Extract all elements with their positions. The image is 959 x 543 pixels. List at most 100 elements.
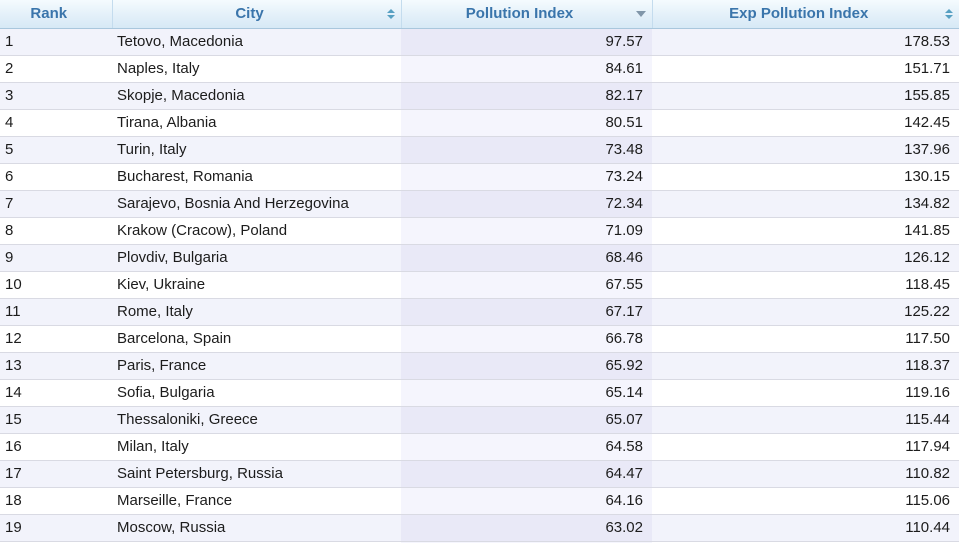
pollution-index-cell: 67.55 [401,271,652,299]
pollution-index-cell: 84.61 [401,55,652,83]
table-row: 18 Marseille, France 64.16 115.06 [0,487,959,515]
rank-cell: 9 [0,244,112,272]
table-row: 9 Plovdiv, Bulgaria 68.46 126.12 [0,244,959,272]
city-cell: Tirana, Albania [112,109,401,137]
column-header-exp-pollution-index-label: Exp Pollution Index [729,5,869,23]
rank-cell: 12 [0,325,112,353]
city-cell: Marseille, France [112,487,401,515]
exp-pollution-index-cell: 137.96 [652,136,959,164]
exp-pollution-index-cell: 125.22 [652,298,959,326]
exp-pollution-index-cell: 134.82 [652,190,959,218]
pollution-index-cell: 82.17 [401,82,652,110]
column-header-pollution-index[interactable]: Pollution Index [401,0,653,29]
column-header-city[interactable]: City [112,0,402,29]
exp-pollution-index-cell: 126.12 [652,244,959,272]
city-cell: Kiev, Ukraine [112,271,401,299]
table-header: Rank City Pollution Index Exp Pollution … [0,0,959,29]
table-row: 14 Sofia, Bulgaria 65.14 119.16 [0,379,959,407]
pollution-index-cell: 72.34 [401,190,652,218]
exp-pollution-index-cell: 178.53 [652,28,959,56]
column-header-rank-label: Rank [30,5,68,23]
exp-pollution-index-cell: 118.37 [652,352,959,380]
exp-pollution-index-cell: 151.71 [652,55,959,83]
exp-pollution-index-cell: 110.44 [652,514,959,542]
rank-cell: 5 [0,136,112,164]
table-row: 3 Skopje, Macedonia 82.17 155.85 [0,82,959,110]
pollution-index-cell: 66.78 [401,325,652,353]
rank-cell: 13 [0,352,112,380]
rank-cell: 1 [0,28,112,56]
exp-pollution-index-cell: 141.85 [652,217,959,245]
city-cell: Paris, France [112,352,401,380]
exp-pollution-index-cell: 130.15 [652,163,959,191]
table-row: 4 Tirana, Albania 80.51 142.45 [0,109,959,137]
table-row: 1 Tetovo, Macedonia 97.57 178.53 [0,28,959,56]
rank-cell: 4 [0,109,112,137]
column-header-exp-pollution-index[interactable]: Exp Pollution Index [652,0,959,29]
city-cell: Sofia, Bulgaria [112,379,401,407]
exp-pollution-index-cell: 115.06 [652,487,959,515]
pollution-index-cell: 63.02 [401,514,652,542]
rank-cell: 7 [0,190,112,218]
city-cell: Plovdiv, Bulgaria [112,244,401,272]
table-row: 5 Turin, Italy 73.48 137.96 [0,136,959,164]
column-header-pollution-index-label: Pollution Index [465,5,574,23]
pollution-index-cell: 80.51 [401,109,652,137]
table-body: 1 Tetovo, Macedonia 97.57 178.53 2 Naples, It… [0,28,959,543]
exp-pollution-index-cell: 142.45 [652,109,959,137]
rank-cell [0,541,112,543]
sort-up-down-icon [945,8,953,19]
pollution-index-cell: 73.24 [401,163,652,191]
column-header-rank[interactable]: Rank [0,0,113,29]
rank-cell: 11 [0,298,112,326]
exp-pollution-index-cell: 119.16 [652,379,959,407]
table-row: 10 Kiev, Ukraine 67.55 118.45 [0,271,959,299]
rank-cell: 15 [0,406,112,434]
column-header-city-label: City [235,5,264,23]
rank-cell: 19 [0,514,112,542]
exp-pollution-index-cell: 115.44 [652,406,959,434]
rank-cell: 17 [0,460,112,488]
table-row: 12 Barcelona, Spain 66.78 117.50 [0,325,959,353]
city-cell: Sarajevo, Bosnia And Herzegovina [112,190,401,218]
exp-pollution-index-cell [652,541,959,543]
exp-pollution-index-cell: 118.45 [652,271,959,299]
rank-cell: 8 [0,217,112,245]
pollution-index-cell: 65.14 [401,379,652,407]
pollution-index-cell: 71.09 [401,217,652,245]
table-row: 2 Naples, Italy 84.61 151.71 [0,55,959,83]
city-cell: Moscow, Russia [112,514,401,542]
rank-cell: 14 [0,379,112,407]
pollution-index-cell: 64.47 [401,460,652,488]
table-row: 11 Rome, Italy 67.17 125.22 [0,298,959,326]
city-cell: Naples, Italy [112,55,401,83]
rank-cell: 6 [0,163,112,191]
pollution-index-cell: 65.92 [401,352,652,380]
exp-pollution-index-cell: 117.50 [652,325,959,353]
table-row: 15 Thessaloniki, Greece 65.07 115.44 [0,406,959,434]
rank-cell: 18 [0,487,112,515]
city-cell: Barcelona, Spain [112,325,401,353]
city-cell: Rome, Italy [112,298,401,326]
exp-pollution-index-cell: 155.85 [652,82,959,110]
city-cell: Milan, Italy [112,433,401,461]
exp-pollution-index-cell: 110.82 [652,460,959,488]
sort-descending-icon [635,10,646,17]
city-cell: Bucharest, Romania [112,163,401,191]
pollution-index-cell: 73.48 [401,136,652,164]
city-cell: Skopje, Macedonia [112,82,401,110]
rank-cell: 2 [0,55,112,83]
sort-up-down-icon [386,8,395,19]
pollution-index-cell: 68.46 [401,244,652,272]
table-row: 6 Bucharest, Romania 73.24 130.15 [0,163,959,191]
pollution-index-cell [401,541,652,543]
city-cell: Tetovo, Macedonia [112,28,401,56]
table-row: 16 Milan, Italy 64.58 117.94 [0,433,959,461]
city-cell: Krakow (Cracow), Poland [112,217,401,245]
rank-cell: 16 [0,433,112,461]
exp-pollution-index-cell: 117.94 [652,433,959,461]
pollution-index-cell: 67.17 [401,298,652,326]
table-row [0,541,959,543]
city-cell: Saint Petersburg, Russia [112,460,401,488]
